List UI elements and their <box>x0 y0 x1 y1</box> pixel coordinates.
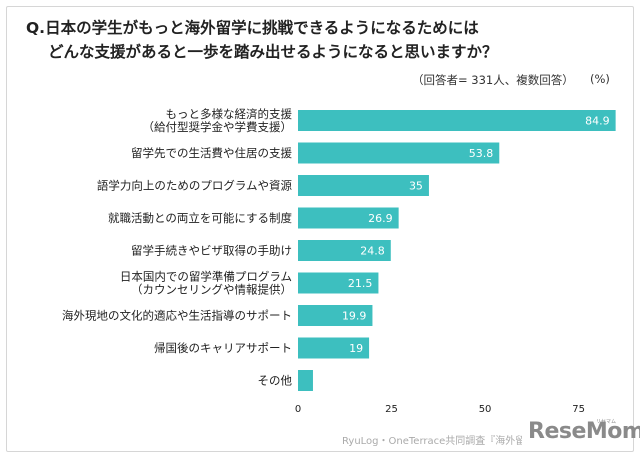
question-title: Q.日本の学生がもっと海外留学に挑戦できるようになるためには どんな支援があると… <box>26 16 586 64</box>
bar-value-label-7: 19.9 <box>342 310 367 323</box>
unit-label: (%) <box>590 72 610 86</box>
category-label-1-line-2: （給付型奨学金や学費支援） <box>143 120 293 134</box>
resemom-logo-subtext: リセマム <box>596 419 617 425</box>
bar-value-label-8: 19 <box>349 342 363 355</box>
bar-5 <box>298 240 391 261</box>
bar-value-label-1: 84.9 <box>585 115 610 128</box>
bar-9 <box>298 370 313 391</box>
x-tick-label-1: 0 <box>295 404 301 415</box>
x-tick-label-4: 75 <box>572 404 585 415</box>
bar-value-label-6: 21.5 <box>348 277 373 290</box>
bar-value-label-5: 24.8 <box>360 245 385 258</box>
question-line-1: Q.日本の学生がもっと海外留学に挑戦できるようになるためには <box>26 19 479 37</box>
bar-value-label-3: 35 <box>409 180 423 193</box>
bar-8 <box>298 337 370 359</box>
x-tick-label-2: 25 <box>385 404 398 415</box>
respondents-note: （回答者= 331人、複数回答） <box>412 73 574 87</box>
x-tick-label-3: 50 <box>479 404 492 415</box>
category-label-1-line-1: もっと多様な経済的支援 <box>166 107 293 121</box>
question-line-2: どんな支援があると一歩を踏み出せるようになると思いますか？ <box>48 43 498 61</box>
resemom-logo: ReseMom <box>528 419 640 444</box>
bar-value-label-4: 26.9 <box>368 212 393 225</box>
bar-3 <box>298 175 429 196</box>
bar-7 <box>298 305 373 326</box>
chart-frame <box>6 6 634 452</box>
category-label-6-line-2: （カウンセリングや情報提供） <box>131 283 292 297</box>
category-label-7-line-1: 海外現地の文化的適応や生活指導のサポート <box>62 309 292 323</box>
bar-1 <box>298 110 616 131</box>
category-label-2-line-1: 留学先での生活費や住居の支援 <box>131 146 292 160</box>
category-label-6-line-1: 日本国内での留学準備プログラム <box>120 270 292 284</box>
category-label-4-line-1: 就職活動との両立を可能にする制度 <box>108 211 292 225</box>
bar-value-label-2: 53.8 <box>469 147 494 160</box>
category-label-3-line-1: 語学力向上のためのプログラムや資源 <box>97 179 293 193</box>
category-label-9-line-1: その他 <box>258 374 293 388</box>
category-label-5-line-1: 留学手続きやビザ取得の手助け <box>131 244 292 258</box>
bar-2 <box>298 142 500 164</box>
category-label-8-line-1: 帰国後のキャリアサポート <box>154 341 292 355</box>
source-note: RyuLog・OneTerrace共同調査『海外留学に関 <box>342 436 522 447</box>
bar-6 <box>298 272 379 294</box>
bar-4 <box>298 207 399 229</box>
